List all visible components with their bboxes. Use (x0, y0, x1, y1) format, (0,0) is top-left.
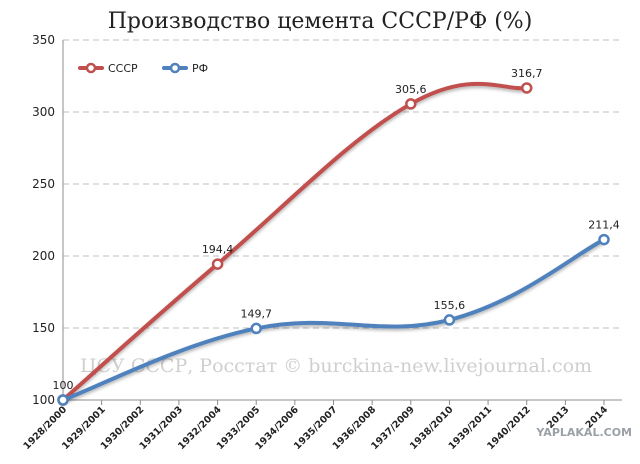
data-label: 194,4 (202, 243, 234, 256)
corner-watermark: YAPLAKAL.COM (535, 426, 632, 439)
data-point (211, 258, 224, 270)
watermark-text: ЦСУ СССР, Росстат © burckina-new.livejou… (80, 355, 592, 377)
series-1 (57, 233, 610, 406)
data-point (250, 322, 262, 335)
series-line (61, 237, 606, 402)
legend-item: СССР (78, 62, 138, 75)
legend-swatch-marker (85, 62, 97, 74)
data-label: 316,7 (511, 67, 543, 80)
data-label: 155,6 (434, 299, 466, 312)
data-point (57, 394, 69, 406)
data-point (405, 98, 417, 110)
legend: СССР РФ (78, 62, 208, 75)
data-point (520, 82, 533, 94)
legend-swatch-marker (169, 62, 181, 74)
series-line (61, 81, 529, 402)
y-tick-label: 300 (32, 105, 55, 119)
legend-label: СССР (108, 62, 138, 75)
data-point (598, 233, 610, 246)
legend-label: РФ (192, 62, 208, 75)
series (57, 81, 610, 406)
chart-title: Производство цемента СССР/РФ (%) (108, 9, 533, 34)
y-tick-label: 200 (32, 249, 55, 263)
data-labels: 100 194,4 305,6 316,7 149,7 155,6 211,4 (53, 67, 620, 392)
gridlines (63, 39, 622, 329)
y-tick-label: 100 (32, 393, 55, 407)
y-tick-label: 350 (32, 33, 55, 47)
data-label: 149,7 (240, 307, 272, 320)
data-label: 305,6 (395, 83, 427, 96)
y-tick-label: 250 (32, 177, 55, 191)
data-point (443, 314, 456, 326)
y-tick-label: 150 (32, 321, 55, 335)
data-label: 211,4 (588, 219, 620, 232)
data-label: 100 (53, 379, 74, 392)
axes: 1001502002503003501928/20001929/20011930… (21, 33, 622, 452)
legend-item: РФ (162, 62, 208, 75)
